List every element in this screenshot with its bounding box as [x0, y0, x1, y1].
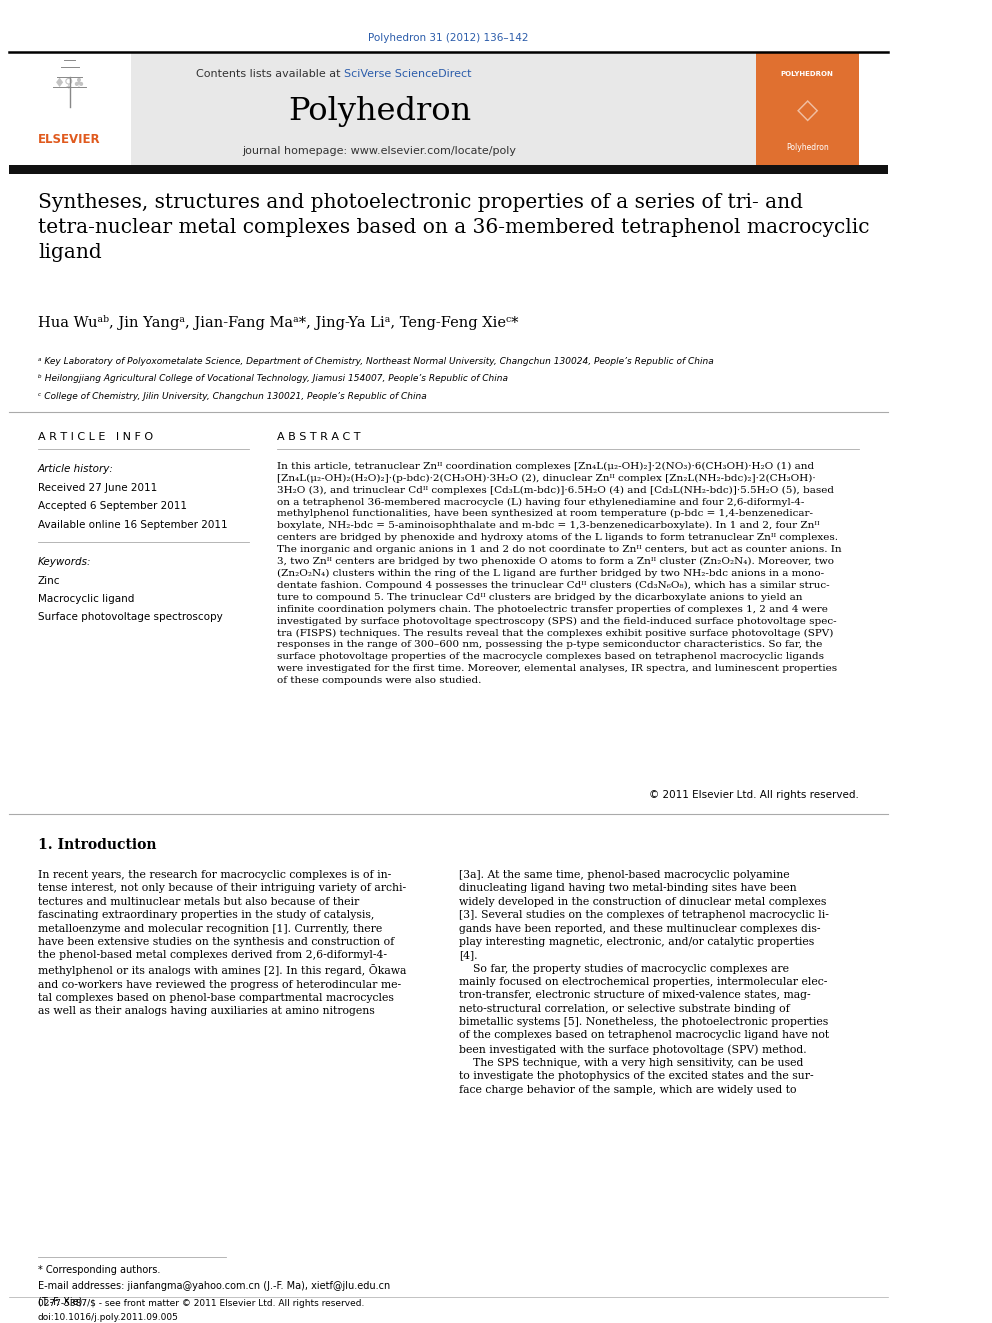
Text: journal homepage: www.elsevier.com/locate/poly: journal homepage: www.elsevier.com/locat… — [243, 147, 517, 156]
Text: Hua Wuᵃᵇ, Jin Yangᵃ, Jian-Fang Maᵃ*, Jing-Ya Liᵃ, Teng-Feng Xieᶜ*: Hua Wuᵃᵇ, Jin Yangᵃ, Jian-Fang Maᵃ*, Jin… — [38, 315, 519, 329]
Text: [3a]. At the same time, phenol-based macrocyclic polyamine
dinucleating ligand h: [3a]. At the same time, phenol-based mac… — [459, 871, 829, 1094]
Bar — [756, 52, 859, 165]
Text: Zinc: Zinc — [38, 576, 61, 586]
Text: © 2011 Elsevier Ltd. All rights reserved.: © 2011 Elsevier Ltd. All rights reserved… — [649, 790, 859, 800]
Bar — [38, 52, 859, 165]
Text: Received 27 June 2011: Received 27 June 2011 — [38, 483, 157, 493]
Bar — [9, 52, 131, 165]
Text: doi:10.1016/j.poly.2011.09.005: doi:10.1016/j.poly.2011.09.005 — [38, 1312, 179, 1322]
Text: Keywords:: Keywords: — [38, 557, 91, 568]
Text: In this article, tetranuclear Znᴵᴵ coordination complexes [Zn₄L(μ₂-OH)₂]·2(NO₃)·: In this article, tetranuclear Znᴵᴵ coord… — [277, 462, 841, 685]
Text: In recent years, the research for macrocyclic complexes is of in-
tense interest: In recent years, the research for macroc… — [38, 871, 407, 1016]
Text: ♦♀♣: ♦♀♣ — [54, 77, 85, 90]
Text: Contents lists available at: Contents lists available at — [195, 69, 343, 79]
Text: Available online 16 September 2011: Available online 16 September 2011 — [38, 520, 227, 529]
Text: E-mail addresses: jianfangma@yahoo.com.cn (J.-F. Ma), xietf@jlu.edu.cn: E-mail addresses: jianfangma@yahoo.com.c… — [38, 1281, 390, 1291]
Text: Polyhedron: Polyhedron — [786, 143, 828, 152]
Text: 1. Introduction: 1. Introduction — [38, 839, 157, 852]
Text: ᶜ College of Chemistry, Jilin University, Changchun 130021, People’s Republic of: ᶜ College of Chemistry, Jilin University… — [38, 392, 427, 401]
Text: Accepted 6 September 2011: Accepted 6 September 2011 — [38, 501, 186, 511]
Text: Polyhedron: Polyhedron — [288, 97, 471, 127]
Text: POLYHEDRON: POLYHEDRON — [781, 70, 833, 77]
Text: Syntheses, structures and photoelectronic properties of a series of tri- and
tet: Syntheses, structures and photoelectroni… — [38, 193, 869, 262]
Text: ◇: ◇ — [797, 95, 818, 123]
Text: ELSEVIER: ELSEVIER — [39, 134, 101, 146]
Text: (T.-F. Xie).: (T.-F. Xie). — [38, 1297, 85, 1307]
Text: ᵃ Key Laboratory of Polyoxometalate Science, Department of Chemistry, Northeast : ᵃ Key Laboratory of Polyoxometalate Scie… — [38, 357, 713, 366]
Text: Surface photovoltage spectroscopy: Surface photovoltage spectroscopy — [38, 613, 223, 622]
Text: 0277-5387/$ - see front matter © 2011 Elsevier Ltd. All rights reserved.: 0277-5387/$ - see front matter © 2011 El… — [38, 1299, 364, 1307]
Text: A R T I C L E   I N F O: A R T I C L E I N F O — [38, 431, 153, 442]
Text: Macrocyclic ligand: Macrocyclic ligand — [38, 594, 134, 605]
Text: ᵇ Heilongjiang Agricultural College of Vocational Technology, Jiamusi 154007, Pe: ᵇ Heilongjiang Agricultural College of V… — [38, 374, 508, 384]
Bar — [9, 165, 888, 175]
Text: Article history:: Article history: — [38, 464, 114, 475]
Text: Polyhedron 31 (2012) 136–142: Polyhedron 31 (2012) 136–142 — [368, 33, 529, 42]
Text: A B S T R A C T: A B S T R A C T — [277, 431, 360, 442]
Text: SciVerse ScienceDirect: SciVerse ScienceDirect — [343, 69, 471, 79]
Text: * Corresponding authors.: * Corresponding authors. — [38, 1265, 161, 1275]
